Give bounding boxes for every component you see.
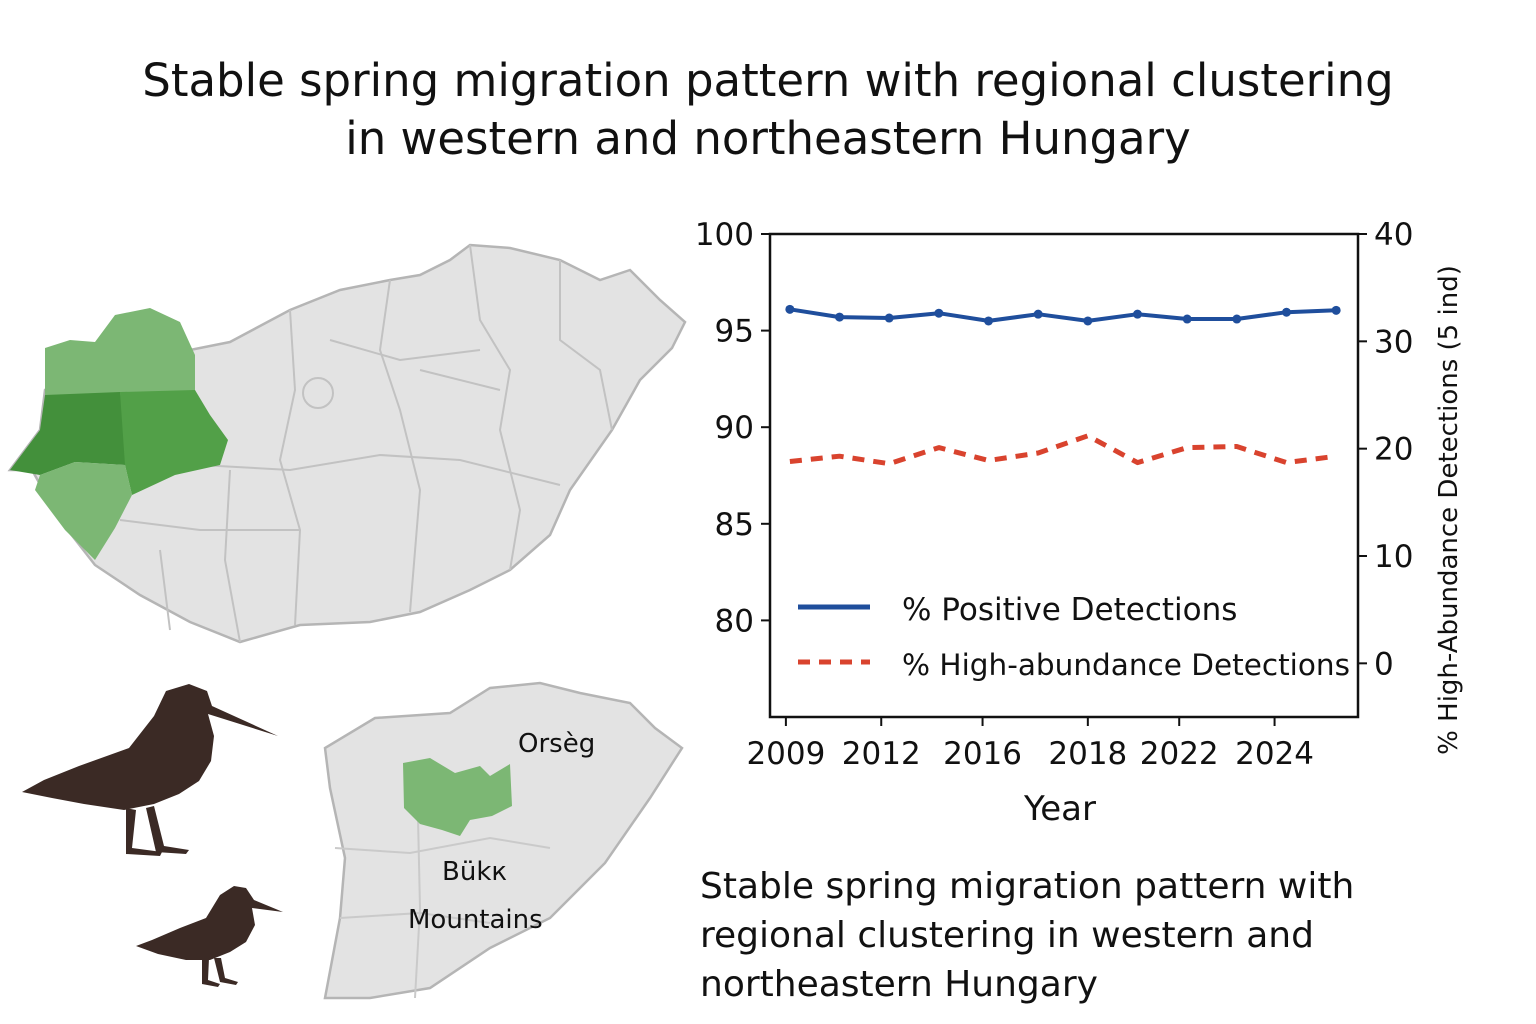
x-tick-label: 2022	[1140, 736, 1219, 772]
right-y-tick-label: 30	[1374, 324, 1413, 360]
x-tick-label: 2016	[943, 736, 1022, 772]
page-title: Stable spring migration pattern with reg…	[0, 52, 1536, 168]
y-tick-label: 100	[695, 217, 754, 253]
title-line-2: in western and northeastern Hungary	[345, 112, 1191, 165]
bukk-highlight	[403, 758, 512, 836]
x-axis-label: Year	[1023, 789, 1096, 829]
inset-map: Orsèg Bükк Mountains	[323, 681, 684, 1000]
series-point-0	[1033, 309, 1043, 319]
woodcock-silhouette-icon	[22, 684, 278, 856]
y-tick-label: 95	[715, 314, 754, 350]
caption-line-1: Stable spring migration pattern with	[700, 866, 1355, 907]
right-y-tick-label: 0	[1374, 646, 1394, 682]
right-y-tick-label: 40	[1374, 217, 1413, 253]
series-point-0	[984, 316, 994, 326]
budapest-outline	[302, 377, 334, 409]
legend: % Positive Detections % High-abundance D…	[798, 592, 1350, 682]
legend-label-high-abundance: % High-abundance Detections	[902, 648, 1350, 682]
chart-series	[785, 304, 1341, 467]
caption-line-2: regional clustering in western and	[700, 915, 1314, 956]
right-y-tick-label: 10	[1374, 539, 1413, 575]
legend-label-positive: % Positive Detections	[902, 592, 1237, 628]
right-y-tick-label: 20	[1374, 432, 1413, 468]
series-point-0	[1133, 309, 1142, 319]
x-tick-label: 2012	[842, 736, 921, 772]
county-mid-green	[120, 390, 228, 495]
bukk-label: Bükк	[442, 857, 507, 887]
right-y-axis-label: % High-Abundance Detections (5 ind)	[1434, 265, 1464, 755]
inset-borders	[334, 817, 551, 999]
chart-ticks: 80 85 90 95 100 0 10 20 30 40 2009 2012 2016 2018 2022…	[695, 217, 1414, 772]
series-point-0	[1232, 314, 1242, 324]
y-tick-label: 85	[715, 507, 754, 543]
series-line-0	[789, 307, 1337, 323]
x-tick-label: 2018	[1048, 736, 1127, 772]
hungary-map	[7, 243, 687, 644]
y-tick-label: 80	[715, 603, 754, 639]
series-point-0	[835, 312, 845, 322]
series-point-0	[884, 313, 894, 323]
series-point-0	[1331, 305, 1341, 315]
series-line-1	[789, 433, 1337, 467]
title-line-1: Stable spring migration pattern with reg…	[142, 54, 1394, 107]
series-point-0	[934, 308, 944, 318]
series-point-0	[785, 304, 795, 314]
x-tick-label: 2024	[1235, 736, 1314, 772]
mountains-label: Mountains	[408, 905, 543, 935]
line-chart: 80 85 90 95 100 0 10 20 30 40 2009 2012 2016 2018 2022…	[695, 217, 1464, 829]
series-point-0	[1281, 307, 1291, 317]
county-light-north	[45, 308, 195, 400]
series-point-0	[1083, 316, 1093, 326]
county-light-south	[35, 462, 132, 560]
orseg-label: Orsèg	[518, 729, 595, 759]
x-tick-label: 2009	[746, 736, 825, 772]
county-dark-west	[10, 392, 125, 475]
caption-line-3: northeastern Hungary	[700, 964, 1098, 1005]
series-point-0	[1182, 314, 1192, 324]
plot-frame	[768, 232, 1360, 719]
chart-caption: Stable spring migration pattern with reg…	[700, 862, 1500, 1009]
sandpiper-silhouette-icon	[136, 886, 283, 987]
county-borders	[119, 244, 613, 643]
y-tick-label: 90	[715, 410, 754, 446]
